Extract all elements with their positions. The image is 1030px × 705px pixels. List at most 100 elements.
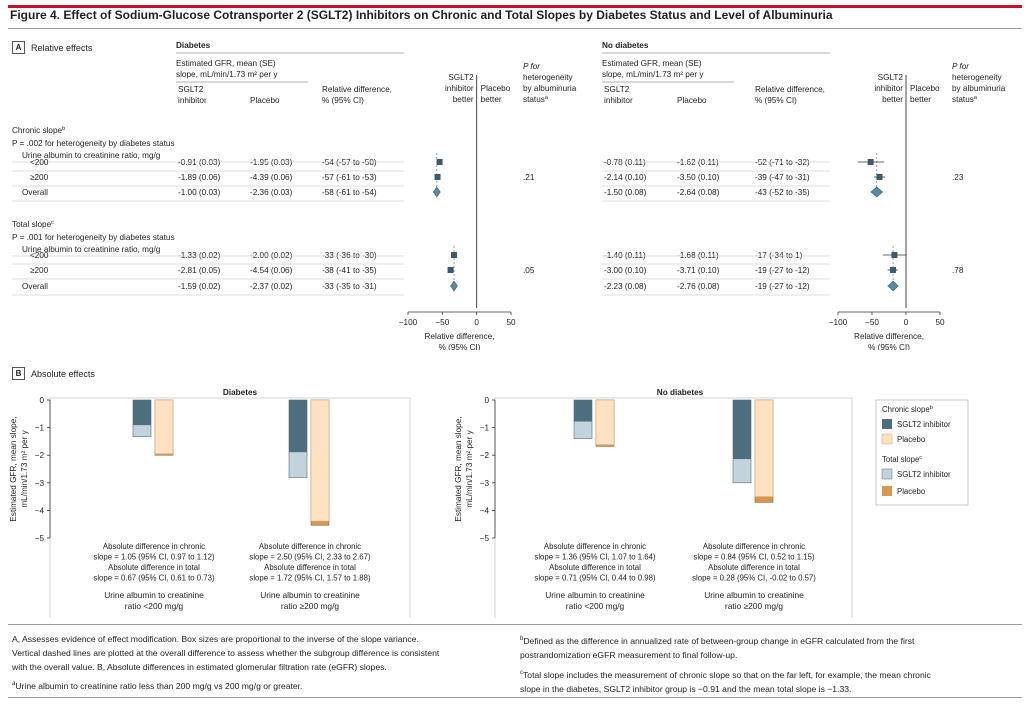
section-title-sup: b — [62, 126, 65, 132]
point-estimate-box — [867, 159, 874, 165]
sglt2-value: -1.33 (0.02) — [178, 251, 221, 260]
p-header-sup: a — [974, 95, 978, 101]
x-axis-tick-label: 50 — [935, 318, 945, 327]
relative-difference-value: -19 (-27 to -12) — [755, 282, 810, 291]
sglt2-value: -2.81 (0.05) — [178, 266, 221, 275]
sglt2-value: -3.00 (0.10) — [604, 266, 647, 275]
overall-diamond — [887, 280, 899, 292]
absolute-difference-annotation: Absolute difference in total — [264, 563, 356, 572]
x-axis-tick-label: −100 — [399, 318, 418, 327]
sglt2-better-label: inhibitor — [445, 84, 474, 93]
point-estimate-box — [891, 252, 898, 258]
footnote-left-line: Vertical dashed lines are plotted at the… — [12, 648, 440, 658]
overall-diamond — [450, 280, 458, 292]
sglt2-better-label: better — [882, 95, 903, 104]
y-axis-title-line: mL/min/1.73 m² per y — [465, 429, 474, 507]
y-axis-tick-label: −1 — [35, 424, 45, 433]
relative-difference-value: -33 (-36 to -30) — [322, 251, 377, 260]
placebo-value: -1.95 (0.03) — [250, 158, 293, 167]
point-estimate-box — [434, 174, 441, 180]
sglt2-better-label: SGLT2 — [878, 73, 904, 82]
absolute-difference-annotation: slope = 1.05 (95% CI, 0.97 to 1.12) — [93, 553, 215, 562]
title-divider — [8, 28, 1022, 29]
y-axis-tick-label: −3 — [480, 479, 490, 488]
footnote-b: bDefined as the difference in annualized… — [520, 632, 1020, 648]
absolute-difference-annotation: slope = 0.28 (95% CI, -0.02 to 0.57) — [692, 574, 816, 583]
legend-title-sup: b — [930, 405, 933, 411]
overall-diamond — [432, 186, 441, 198]
footnote-b-text: Defined as the difference in annualized … — [523, 635, 915, 646]
footnote-a-marker: a — [12, 681, 16, 687]
relative-difference-value: -19 (-27 to -12) — [755, 266, 810, 275]
absolute-difference-annotation: Absolute difference in total — [549, 563, 641, 572]
sglt2-value: -1.00 (0.03) — [178, 188, 221, 197]
p-header: P for — [523, 62, 540, 71]
p-heterogeneity-value: .05 — [523, 266, 535, 275]
footnote-left: A, Assesses evidence of effect modificat… — [12, 632, 512, 693]
x-axis-tick-label: −50 — [865, 318, 879, 327]
x-category-label: ratio ≥200 mg/g — [281, 601, 339, 611]
y-axis-title: Estimated GFR, mean slope, mL/min/1.73 m²… — [454, 416, 474, 521]
col-header-units: slope, mL/min/1.73 m² per y — [176, 70, 278, 79]
x-category-label: ratio <200 mg/g — [125, 601, 184, 611]
col-header-ci: % (95% CI) — [322, 96, 364, 105]
relative-difference-value: -54 (-57 to -50) — [322, 158, 377, 167]
y-axis-tick-label: −4 — [480, 506, 490, 515]
subgroup-label: Overall — [22, 282, 48, 291]
p-header: heterogeneity — [523, 73, 574, 82]
figure-title: Figure 4. Effect of Sodium-Glucose Cotra… — [10, 8, 833, 22]
y-axis-tick-label: 0 — [39, 396, 44, 405]
footnote-b-text-2: postrandomization eGFR measurement to fi… — [520, 649, 738, 660]
group-title: No diabetes — [602, 41, 649, 50]
placebo-value: -2.76 (0.08) — [677, 282, 720, 291]
panel-b-title: Absolute effects — [31, 368, 95, 379]
footnote-c-text-2: slope in the diabetes, SGLT2 inhibitor g… — [520, 683, 852, 694]
relative-difference-value: -57 (-61 to -53) — [322, 173, 377, 182]
section-p-text: P = .002 for heterogeneity by diabetes s… — [12, 139, 175, 148]
sglt2-value: -1.89 (0.06) — [178, 173, 221, 182]
x-category-label: Urine albumin to creatinine — [260, 590, 360, 600]
footnote-c-text: Total slope includes the measurement of … — [523, 669, 931, 680]
x-axis-title: Relative difference, — [854, 332, 924, 341]
y-axis-tick-label: −3 — [35, 479, 45, 488]
absolute-difference-annotation: Absolute difference in total — [108, 563, 200, 572]
bar-sglt2-chronic — [133, 400, 151, 426]
section-subheading: Urine albumin to creatinine ratio, mg/g — [22, 245, 161, 254]
col-header-reldiff: Relative difference, — [322, 85, 392, 94]
placebo-better-label: better — [910, 95, 931, 104]
legend-swatch — [882, 486, 892, 496]
point-estimate-box — [876, 174, 883, 180]
legend-swatch — [881, 468, 893, 480]
subgroup-label: Overall — [22, 188, 48, 197]
placebo-better-label: Placebo — [481, 84, 511, 93]
p-heterogeneity-value: .23 — [952, 173, 964, 182]
x-axis-tick-label: 50 — [506, 318, 516, 327]
sglt2-value: -0.78 (0.11) — [604, 158, 646, 167]
title-accent-rule — [8, 5, 1022, 8]
bar-placebo-chronic — [754, 399, 774, 497]
absolute-difference-annotation: Absolute difference in total — [708, 563, 800, 572]
x-axis-title: % (95% CI) — [868, 343, 910, 350]
absolute-difference-annotation: slope = 2.50 (95% CI, 2.33 to 2.67) — [249, 553, 371, 562]
subgroup-label: ≥200 — [30, 266, 49, 275]
sglt2-better-label: better — [453, 95, 474, 104]
x-axis-title: % (95% CI) — [439, 343, 481, 350]
placebo-better-label: Placebo — [910, 84, 940, 93]
footnote-left-line: A, Assesses evidence of effect modificat… — [12, 634, 419, 644]
absolute-difference-annotation: Absolute difference in chronic — [703, 542, 805, 551]
y-axis-title-line: Estimated GFR, mean slope, — [454, 416, 463, 521]
subgroup-label: <200 — [30, 158, 49, 167]
group-title: Diabetes — [176, 41, 211, 50]
bar-placebo-chronic — [154, 399, 174, 455]
section-title: Total slopec — [12, 220, 54, 229]
bar-sglt2-chronic — [289, 400, 307, 453]
relative-difference-value: -38 (-41 to -35) — [322, 266, 377, 275]
section-title-sup: c — [51, 220, 54, 226]
footnote-b-marker: b — [520, 636, 524, 642]
footnote-c-marker: c — [520, 669, 523, 676]
relative-difference-value: -43 (-52 to -35) — [755, 188, 810, 197]
placebo-value: -2.00 (0.02) — [250, 251, 293, 260]
p-header-sup: a — [545, 95, 549, 101]
absolute-difference-annotation: Absolute difference in chronic — [544, 542, 646, 551]
footnote-left-line: with the overall value. B, Absolute diff… — [12, 662, 387, 672]
